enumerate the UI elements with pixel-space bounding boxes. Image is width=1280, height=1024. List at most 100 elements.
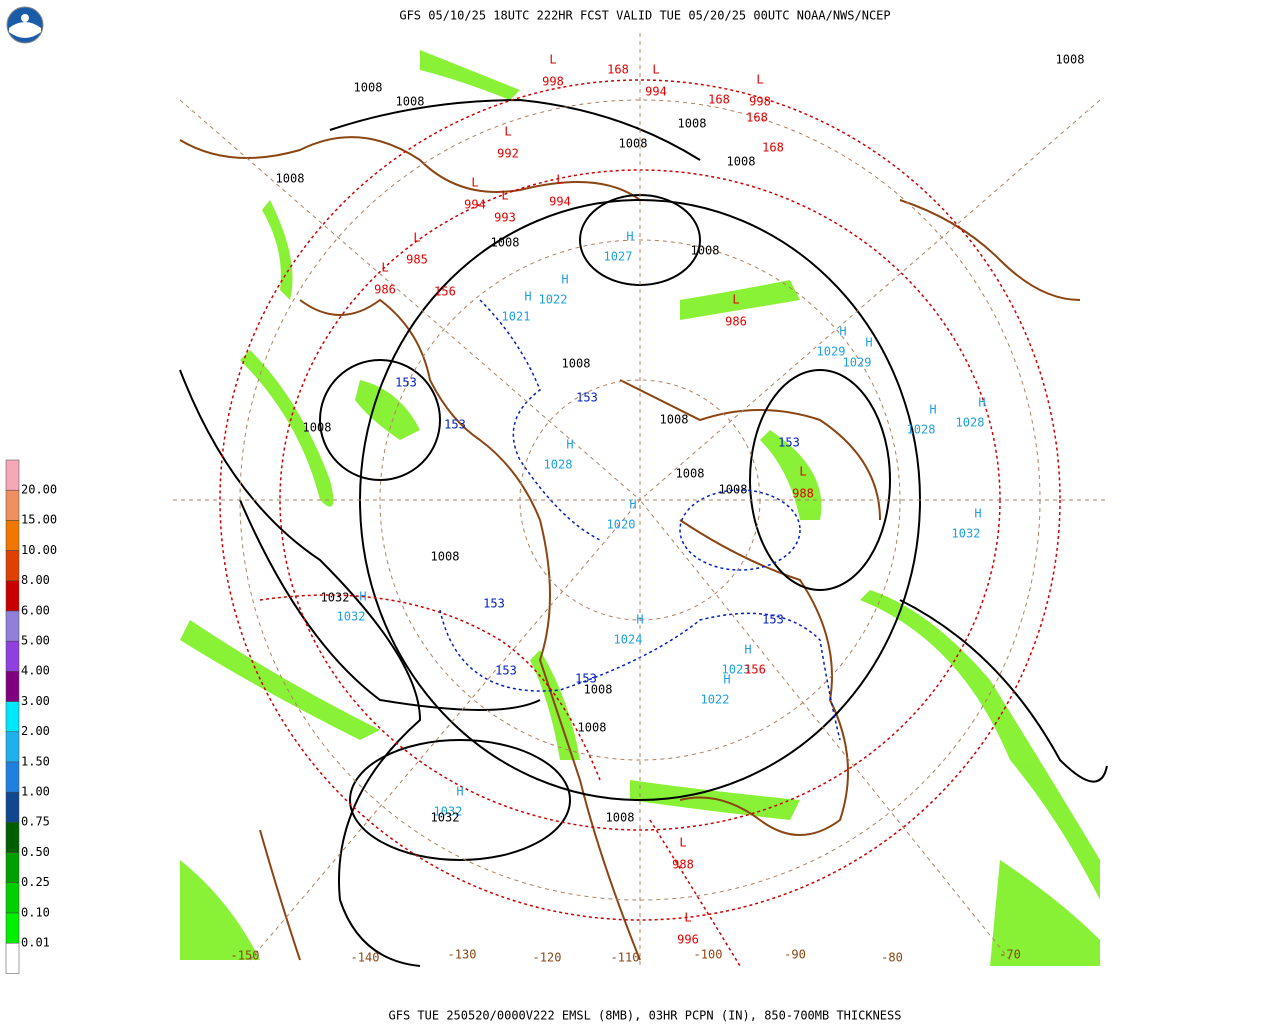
low-symbol: L bbox=[684, 911, 691, 925]
legend-swatch bbox=[5, 520, 20, 551]
isobar-label: 1008 bbox=[719, 483, 748, 497]
isobar-label: 1008 bbox=[691, 244, 720, 258]
high-value: 1027 bbox=[604, 250, 633, 264]
low-value: 993 bbox=[494, 211, 516, 225]
isobar-label: 1008 bbox=[562, 357, 591, 371]
legend-label: 6.00 bbox=[21, 603, 50, 617]
thickness-label: 153 bbox=[483, 597, 505, 611]
low-value: 998 bbox=[542, 75, 564, 89]
legend-label: 0.25 bbox=[21, 875, 50, 889]
thickness-label: 153 bbox=[762, 613, 784, 627]
high-value: 1032 bbox=[952, 527, 981, 541]
thickness-label: 153 bbox=[395, 376, 417, 390]
high-symbol: H bbox=[978, 396, 985, 410]
legend-swatch bbox=[5, 489, 20, 521]
isobar-label: 1008 bbox=[431, 550, 460, 564]
high-value: 1022 bbox=[701, 693, 730, 707]
isobar-label: 1008 bbox=[1056, 53, 1085, 67]
high-value: 1023 bbox=[722, 663, 751, 677]
thickness-label: 156 bbox=[744, 663, 766, 677]
low-value: 988 bbox=[792, 487, 814, 501]
longitude-label: -100 bbox=[694, 948, 723, 962]
map-area bbox=[173, 33, 1108, 967]
legend-swatch bbox=[5, 822, 20, 853]
thickness-label: 153 bbox=[444, 418, 466, 432]
map-title: GFS 05/10/25 18UTC 222HR FCST VALID TUE … bbox=[399, 9, 890, 23]
legend-label: 0.75 bbox=[21, 815, 50, 829]
low-symbol: L bbox=[679, 836, 686, 850]
low-value: 996 bbox=[677, 933, 699, 947]
longitude-label: -90 bbox=[784, 948, 806, 962]
legend-swatch bbox=[5, 791, 20, 823]
low-value: 994 bbox=[549, 195, 571, 209]
low-symbol: L bbox=[756, 73, 763, 87]
high-value: 1028 bbox=[907, 423, 936, 437]
graticule bbox=[173, 33, 1107, 966]
legend-label: 20.00 bbox=[21, 483, 57, 497]
low-value: 986 bbox=[725, 315, 747, 329]
thickness-label: 153 bbox=[778, 436, 800, 450]
legend-swatch bbox=[5, 912, 20, 944]
high-symbol: H bbox=[929, 403, 936, 417]
isobar-label: 1008 bbox=[584, 683, 613, 697]
isobar-label: 1008 bbox=[303, 421, 332, 435]
legend-swatch bbox=[5, 550, 20, 582]
high-value: 1024 bbox=[614, 633, 643, 647]
isobar-label: 1008 bbox=[578, 721, 607, 735]
legend-label: 0.10 bbox=[21, 905, 50, 919]
legend-swatch bbox=[5, 701, 20, 733]
high-value: 1020 bbox=[607, 518, 636, 532]
high-value: 1022 bbox=[539, 293, 568, 307]
low-symbol: L bbox=[413, 231, 420, 245]
high-value: 1028 bbox=[956, 416, 985, 430]
isobar-label: 1008 bbox=[727, 155, 756, 169]
high-symbol: H bbox=[636, 613, 643, 627]
high-symbol: H bbox=[456, 785, 463, 799]
isobar-label: 1008 bbox=[491, 236, 520, 250]
thickness-label: 156 bbox=[434, 285, 456, 299]
isobar-label: 1008 bbox=[660, 413, 689, 427]
longitude-label: -70 bbox=[999, 948, 1021, 962]
low-value: 985 bbox=[406, 253, 428, 267]
legend-label: 0.50 bbox=[21, 845, 50, 859]
low-symbol: L bbox=[556, 173, 563, 187]
legend-label: 15.00 bbox=[21, 513, 57, 527]
longitude-label: -120 bbox=[533, 951, 562, 965]
high-symbol: H bbox=[839, 325, 846, 339]
legend-label: 0.01 bbox=[21, 936, 50, 950]
legend-swatch bbox=[5, 882, 20, 914]
legend-swatch bbox=[5, 640, 20, 672]
noaa-logo bbox=[6, 6, 44, 44]
low-value: 994 bbox=[645, 85, 667, 99]
thickness-label: 153 bbox=[575, 672, 597, 686]
high-symbol: H bbox=[974, 507, 981, 521]
low-value: 986 bbox=[374, 283, 396, 297]
high-value: 1032 bbox=[434, 805, 463, 819]
high-symbol: H bbox=[524, 290, 531, 304]
longitude-label: -150 bbox=[231, 949, 260, 963]
high-symbol: H bbox=[723, 673, 730, 687]
high-value: 1028 bbox=[544, 458, 573, 472]
isobar-label: 1008 bbox=[606, 811, 635, 825]
isobar-label: 1008 bbox=[676, 467, 705, 481]
low-symbol: L bbox=[471, 176, 478, 190]
low-value: 994 bbox=[464, 198, 486, 212]
isobar-label: 1008 bbox=[354, 81, 383, 95]
high-symbol: H bbox=[359, 590, 366, 604]
thickness-label: 168 bbox=[762, 141, 784, 155]
low-value: 992 bbox=[497, 147, 519, 161]
thickness-label: 168 bbox=[708, 93, 730, 107]
low-symbol: L bbox=[549, 53, 556, 67]
map-labels: -150 -140 -130 -120 -110 -100 -90 -80 -70H1027H1… bbox=[231, 53, 1085, 965]
legend-swatch bbox=[5, 671, 20, 702]
high-symbol: H bbox=[629, 498, 636, 512]
high-value: 1032 bbox=[337, 610, 366, 624]
legend-swatch bbox=[5, 610, 20, 642]
high-value: 1029 bbox=[843, 356, 872, 370]
low-symbol: L bbox=[501, 189, 508, 203]
high-symbol: H bbox=[865, 336, 872, 350]
high-value: 1029 bbox=[817, 345, 846, 359]
isobar-label: 1032 bbox=[431, 811, 460, 825]
legend-label: 1.00 bbox=[21, 785, 50, 799]
